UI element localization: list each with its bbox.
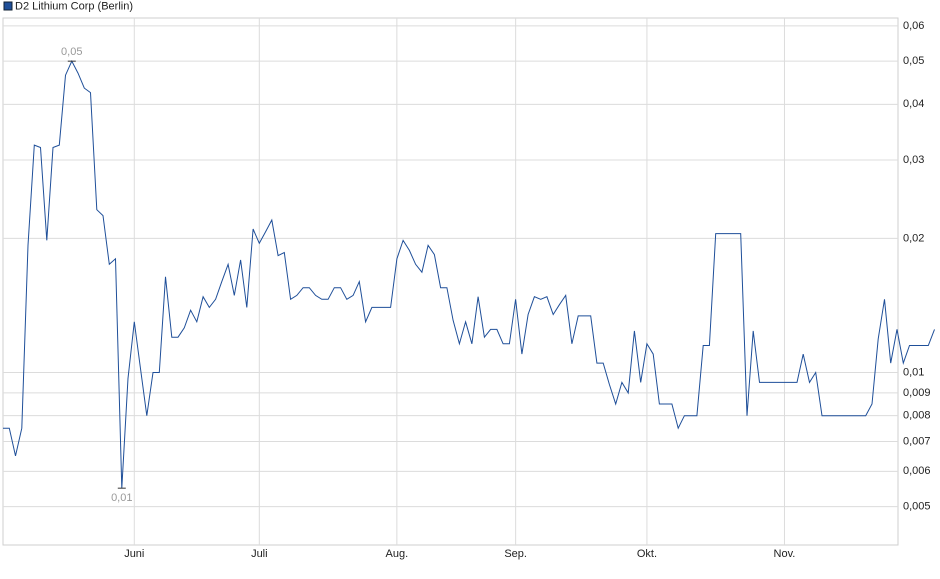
x-tick-label: Juni [124,548,144,560]
y-tick-label: 0,006 [903,465,931,477]
price-line [3,60,935,489]
x-tick-label: Aug. [386,548,409,560]
y-tick-label: 0,06 [903,20,924,32]
x-tick-label: Nov. [774,548,796,560]
plot-area [2,17,899,546]
y-tick-label: 0,007 [903,435,931,447]
y-tick-label: 0,01 [903,366,924,378]
annotation-label: 0,05 [61,46,82,58]
x-tick-label: Juli [251,548,268,560]
y-tick-label: 0,005 [903,501,931,513]
x-tick-label: Okt. [637,548,657,560]
legend-swatch [3,1,13,11]
y-tick-label: 0,009 [903,387,931,399]
y-tick-label: 0,03 [903,154,924,166]
y-tick-label: 0,04 [903,98,924,110]
y-tick-label: 0,008 [903,410,931,422]
y-tick-label: 0,02 [903,232,924,244]
legend-label: D2 Lithium Corp (Berlin) [15,0,133,12]
x-tick-label: Sep. [504,548,527,560]
y-tick-label: 0,05 [903,55,924,67]
annotation-label: 0,01 [111,492,132,504]
